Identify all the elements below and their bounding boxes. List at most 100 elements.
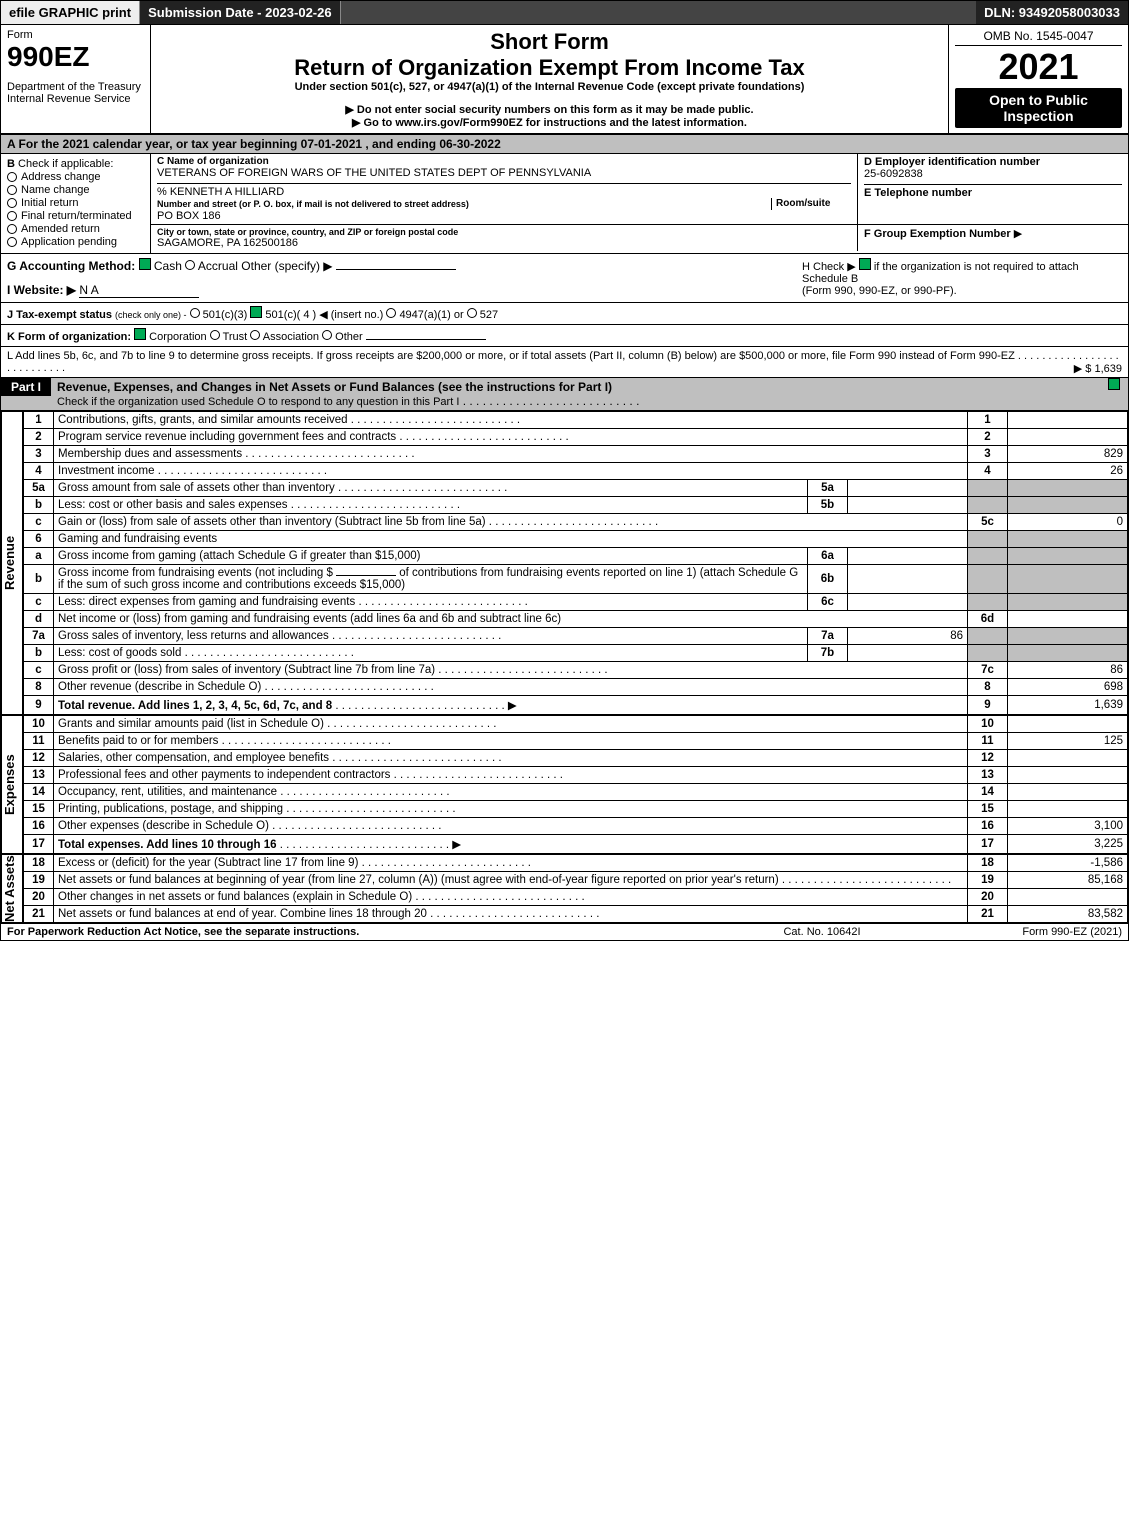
header-left: Form 990EZ Department of the Treasury In… [1, 25, 151, 133]
form-note2[interactable]: ▶ Go to www.irs.gov/Form990EZ for instru… [157, 116, 942, 129]
j-4947-check[interactable] [386, 308, 396, 318]
l6b-desc1: Gross income from fundraising events (no… [58, 567, 333, 579]
website-value: N A [79, 283, 199, 298]
efile-print[interactable]: efile GRAPHIC print [1, 1, 140, 24]
line-20: 20Other changes in net assets or fund ba… [24, 889, 1128, 906]
part1-header: Part I Revenue, Expenses, and Changes in… [1, 378, 1128, 411]
city-value: SAGAMORE, PA 162500186 [157, 237, 851, 249]
dln: DLN: 93492058003033 [976, 1, 1128, 24]
row-a-tax-year: A For the 2021 calendar year, or tax yea… [1, 135, 1128, 154]
l6b-amount-input[interactable] [336, 575, 396, 576]
cb-final-return[interactable]: Final return/terminated [7, 210, 144, 222]
line-6: 6Gaming and fundraising events [24, 531, 1128, 548]
i-label: I Website: ▶ [7, 283, 76, 297]
c-name-label: C Name of organization [157, 156, 851, 167]
revenue-group: Revenue 1Contributions, gifts, grants, a… [1, 411, 1128, 715]
part1-label: Part I [1, 378, 51, 396]
part1-schedule-o-check[interactable] [1108, 378, 1120, 390]
l6d-desc: Net income or (loss) from gaming and fun… [58, 613, 561, 625]
k-assoc-check[interactable] [250, 330, 260, 340]
line-1: 1Contributions, gifts, grants, and simil… [24, 412, 1128, 429]
j-527-check[interactable] [467, 308, 477, 318]
g-other-input[interactable] [336, 269, 456, 270]
l6-desc: Gaming and fundraising events [58, 533, 217, 545]
line-6a: aGross income from gaming (attach Schedu… [24, 548, 1128, 565]
line-17: 17Total expenses. Add lines 10 through 1… [24, 835, 1128, 854]
cb-app-label: Application pending [21, 236, 117, 248]
l5c-desc: Gain or (loss) from sale of assets other… [58, 516, 486, 528]
line-21: 21Net assets or fund balances at end of … [24, 906, 1128, 923]
b-check-text: Check if applicable: [18, 158, 113, 170]
line-7a: 7aGross sales of inventory, less returns… [24, 628, 1128, 645]
j-527: 527 [480, 309, 498, 321]
l1-desc: Contributions, gifts, grants, and simila… [58, 414, 348, 426]
header-right: OMB No. 1545-0047 2021 Open to Public In… [948, 25, 1128, 133]
cb-application-pending[interactable]: Application pending [7, 236, 144, 248]
k-assoc: Association [263, 331, 319, 343]
col-c: C Name of organization VETERANS OF FOREI… [151, 154, 858, 224]
part1-dots [463, 394, 640, 408]
j-label: J Tax-exempt status [7, 309, 112, 321]
g-cash: Cash [154, 259, 182, 273]
k-other-check[interactable] [322, 330, 332, 340]
section-b-through-f: B Check if applicable: Address change Na… [1, 154, 1128, 254]
l12-desc: Salaries, other compensation, and employ… [58, 752, 329, 764]
k-label: K Form of organization: [7, 331, 131, 343]
care-of: % KENNETH A HILLIARD [157, 183, 851, 198]
city-cell: City or town, state or province, country… [151, 225, 858, 251]
k-trust-check[interactable] [210, 330, 220, 340]
k-corp-check[interactable] [134, 328, 146, 340]
col-b-check-applicable: B Check if applicable: Address change Na… [1, 154, 151, 253]
tax-year: 2021 [955, 46, 1122, 88]
l7b-desc: Less: cost of goods sold [58, 647, 181, 659]
g-accrual-check[interactable] [185, 260, 195, 270]
l8-desc: Other revenue (describe in Schedule O) [58, 681, 261, 693]
g-cash-check[interactable] [139, 258, 151, 270]
city-label: City or town, state or province, country… [157, 227, 851, 237]
h-text1: H Check ▶ [802, 261, 856, 273]
j-501c-check[interactable] [250, 306, 262, 318]
open-public-inspection: Open to Public Inspection [955, 88, 1122, 128]
page-footer: For Paperwork Reduction Act Notice, see … [1, 923, 1128, 940]
cb-name-label: Name change [21, 184, 90, 196]
line-11: 11Benefits paid to or for members11125 [24, 733, 1128, 750]
b-label: B [7, 158, 15, 170]
g-accrual: Accrual [198, 259, 238, 273]
col-c-through-f: C Name of organization VETERANS OF FOREI… [151, 154, 1128, 253]
top-bar: efile GRAPHIC print Submission Date - 20… [1, 1, 1128, 25]
k-other-input[interactable] [366, 339, 486, 340]
l20-desc: Other changes in net assets or fund bala… [58, 891, 412, 903]
line-19: 19Net assets or fund balances at beginni… [24, 872, 1128, 889]
row-l: L Add lines 5b, 6c, and 7b to line 9 to … [1, 347, 1128, 378]
j-501c3-check[interactable] [190, 308, 200, 318]
h-check[interactable] [859, 258, 871, 270]
cb-initial-return[interactable]: Initial return [7, 197, 144, 209]
form-number: 990EZ [7, 41, 144, 73]
side-net-assets: Net Assets [1, 854, 23, 923]
row-j: J Tax-exempt status (check only one) - 5… [1, 303, 1128, 325]
irs: Internal Revenue Service [7, 93, 144, 105]
cb-name-change[interactable]: Name change [7, 184, 144, 196]
l7a-desc: Gross sales of inventory, less returns a… [58, 630, 329, 642]
cb-address-change[interactable]: Address change [7, 171, 144, 183]
h-text3: (Form 990, 990-EZ, or 990-PF). [802, 285, 957, 297]
k-trust: Trust [223, 331, 248, 343]
g-other: Other (specify) ▶ [241, 259, 332, 273]
cb-initial-label: Initial return [21, 197, 78, 209]
form-subtitle: Under section 501(c), 527, or 4947(a)(1)… [157, 81, 942, 93]
revenue-table: 1Contributions, gifts, grants, and simil… [23, 411, 1128, 715]
l15-desc: Printing, publications, postage, and shi… [58, 803, 283, 815]
l9-desc: Total revenue. Add lines 1, 2, 3, 4, 5c,… [58, 700, 332, 712]
cb-final-label: Final return/terminated [21, 210, 132, 222]
line-4: 4Investment income426 [24, 463, 1128, 480]
line-5a: 5aGross amount from sale of assets other… [24, 480, 1128, 497]
line-2: 2Program service revenue including gover… [24, 429, 1128, 446]
submission-date: Submission Date - 2023-02-26 [140, 1, 341, 24]
f-label: F Group Exemption Number [864, 228, 1011, 240]
cb-amended-return[interactable]: Amended return [7, 223, 144, 235]
j-501c: 501(c)( 4 ) ◀ (insert no.) [265, 309, 383, 321]
l13-desc: Professional fees and other payments to … [58, 769, 390, 781]
l17-desc: Total expenses. Add lines 10 through 16 [58, 839, 277, 851]
line-10: 10Grants and similar amounts paid (list … [24, 716, 1128, 733]
part1-sub: Check if the organization used Schedule … [57, 396, 459, 408]
